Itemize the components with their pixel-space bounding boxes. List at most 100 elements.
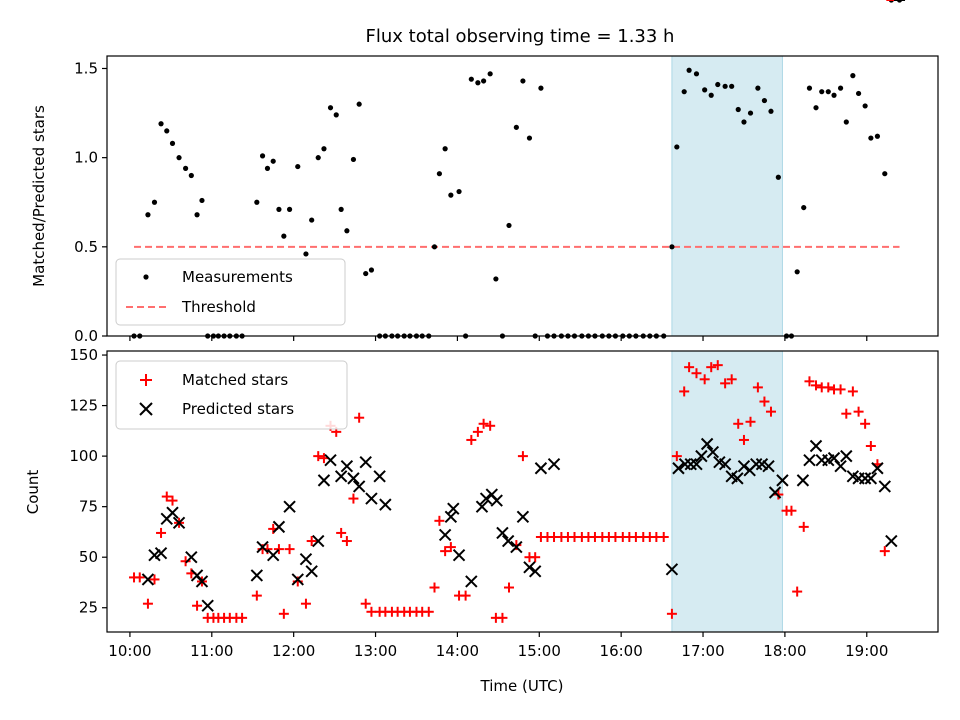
matched-point xyxy=(865,441,876,452)
y-tick-label: 0.0 xyxy=(74,327,98,345)
predicted-point xyxy=(796,474,810,487)
measurement-point xyxy=(309,217,315,223)
x-axis-label: Time (UTC) xyxy=(480,677,564,695)
measurement-point xyxy=(344,228,350,234)
predicted-point xyxy=(312,534,325,548)
measurement-point xyxy=(151,199,158,205)
predicted-point xyxy=(465,575,478,588)
predicted-point xyxy=(201,599,214,612)
matched-point xyxy=(336,527,347,538)
measurement-point xyxy=(855,90,862,97)
matched-point xyxy=(149,574,160,585)
matched-point xyxy=(180,556,191,567)
predicted-point xyxy=(299,553,313,566)
matched-point xyxy=(445,542,456,553)
matched-point xyxy=(300,598,311,609)
measurement-point xyxy=(363,270,369,277)
bottom-y-axis-label: Count xyxy=(24,470,42,515)
predicted-stars-points xyxy=(141,0,906,612)
measurement-point xyxy=(333,112,339,118)
predicted-point xyxy=(317,474,331,487)
predicted-point xyxy=(834,460,847,473)
measurement-point xyxy=(702,87,708,93)
matched-point xyxy=(738,434,749,445)
measurement-point xyxy=(747,110,754,116)
measurement-point xyxy=(475,80,481,86)
matched-point xyxy=(706,362,717,373)
predicted-point xyxy=(291,573,304,586)
matched-point xyxy=(765,406,776,417)
bottom-legend-box xyxy=(115,360,348,430)
predicted-point xyxy=(750,458,763,471)
matched-point xyxy=(251,590,262,601)
matched-point xyxy=(192,600,203,611)
matched-point xyxy=(478,418,489,429)
predicted-point xyxy=(864,472,878,485)
measurement-point xyxy=(843,119,849,125)
predicted-point xyxy=(379,498,392,511)
predicted-point xyxy=(684,458,697,471)
matched-point xyxy=(720,378,731,389)
matched-point xyxy=(517,451,528,462)
matched-point xyxy=(679,386,690,397)
legend-measurements-marker xyxy=(143,274,149,280)
measurement-point xyxy=(442,146,448,152)
predicted-point xyxy=(324,453,337,467)
matched-point xyxy=(860,418,871,429)
predicted-point xyxy=(672,462,685,475)
predicted-point xyxy=(528,565,542,578)
matched-point xyxy=(699,374,710,385)
measurement-point xyxy=(431,244,438,250)
predicted-point xyxy=(731,472,744,485)
measurement-point xyxy=(801,204,807,211)
x-tick-label: 16:00 xyxy=(600,642,643,660)
legend-threshold-label: Threshold xyxy=(181,298,256,316)
matched-point xyxy=(292,576,303,587)
predicted-point xyxy=(737,460,751,473)
matched-point xyxy=(313,451,324,462)
predicted-point xyxy=(827,451,841,465)
predicted-point xyxy=(700,437,714,451)
predicted-point xyxy=(496,526,509,540)
measurement-point xyxy=(295,163,301,170)
predicted-point xyxy=(172,516,186,530)
y-tick-label: 25 xyxy=(79,599,98,617)
matched-point xyxy=(284,544,295,555)
predicted-point xyxy=(510,540,523,554)
matched-point xyxy=(530,552,541,563)
matched-point xyxy=(841,408,852,419)
predicted-point xyxy=(695,449,708,463)
top-legend-box xyxy=(115,258,346,326)
matched-point xyxy=(161,491,172,502)
predicted-point xyxy=(885,534,898,548)
matched-point xyxy=(440,546,451,557)
measurement-point xyxy=(338,206,344,212)
matched-point xyxy=(853,406,864,417)
measurement-point xyxy=(708,92,714,98)
top-y-ticks: 0.0 0.5 1.0 1.5 xyxy=(74,59,107,345)
y-tick-label: 100 xyxy=(69,447,98,465)
predicted-point xyxy=(501,534,515,548)
matched-point xyxy=(798,521,809,532)
predicted-point xyxy=(444,510,458,523)
predicted-point xyxy=(365,492,378,505)
measurement-point xyxy=(868,135,874,141)
measurement-point xyxy=(526,135,533,141)
measurement-point xyxy=(468,76,474,82)
matched-point xyxy=(811,380,822,391)
predicted-point xyxy=(871,462,884,475)
matched-point xyxy=(712,360,723,371)
measurement-point xyxy=(669,244,675,250)
matched-point xyxy=(273,544,284,555)
predicted-point xyxy=(166,506,179,519)
matched-point xyxy=(745,416,756,427)
measurement-point xyxy=(281,233,287,239)
measurement-points xyxy=(131,0,903,339)
measurement-point xyxy=(761,97,768,104)
matched-point xyxy=(759,396,770,407)
matched-point xyxy=(167,495,178,506)
measurement-point xyxy=(715,81,721,88)
x-tick-label: 18:00 xyxy=(763,642,806,660)
matched-point xyxy=(354,412,365,423)
